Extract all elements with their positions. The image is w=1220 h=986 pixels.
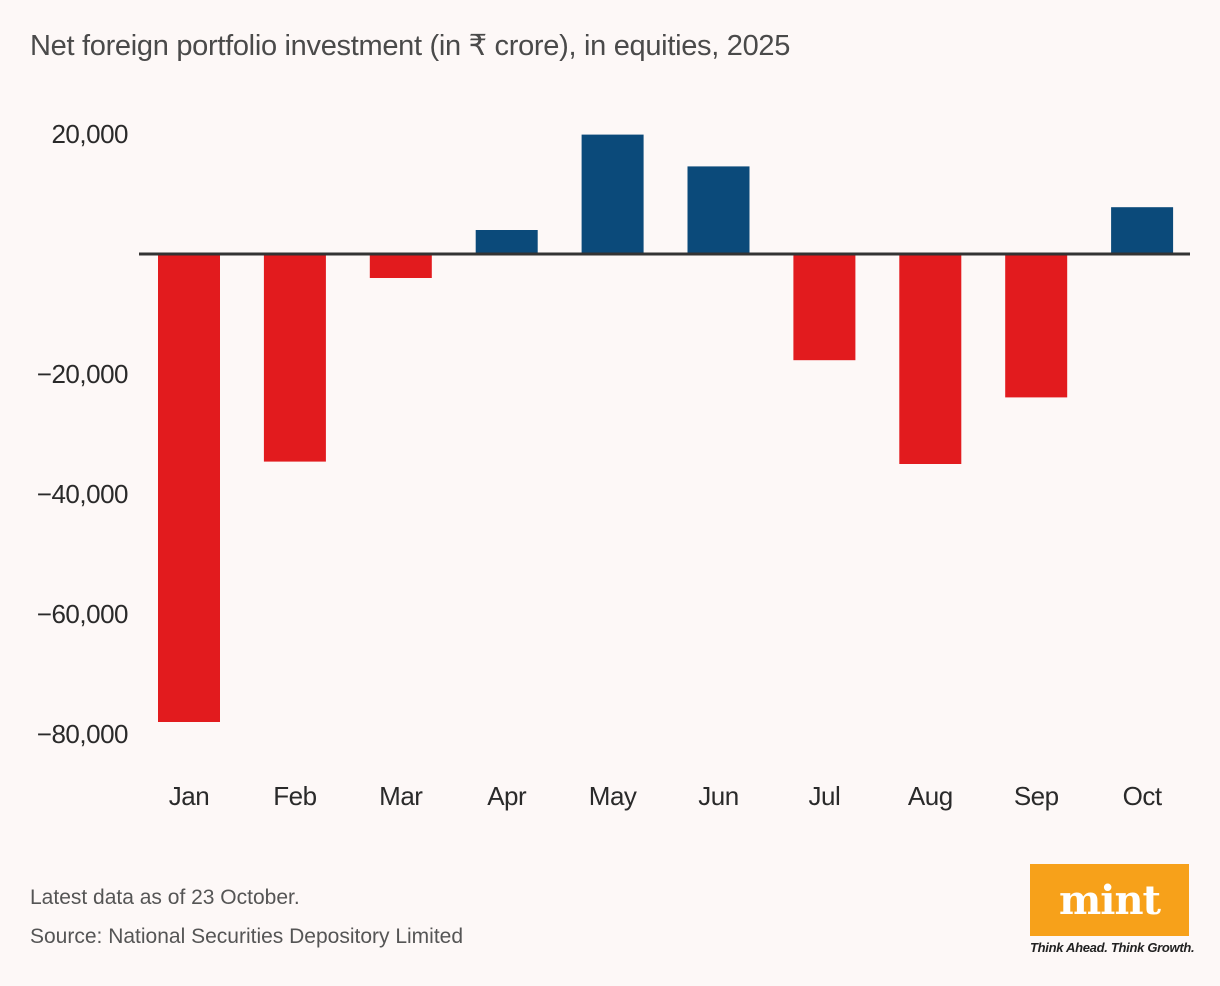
bar-jul (793, 254, 856, 361)
x-tick-label: May (589, 781, 637, 811)
bar-may (581, 134, 644, 254)
bar-aug (899, 254, 962, 464)
bar-feb (263, 254, 326, 462)
x-tick-label: Apr (487, 781, 527, 811)
bar-apr (475, 230, 538, 254)
y-axis: 20,000 −20,000 −40,000 −60,000 −80,000 (37, 119, 129, 749)
x-tick-label: Sep (1014, 781, 1059, 811)
x-tick-label: Jan (169, 781, 209, 811)
x-tick-label: Oct (1123, 781, 1163, 811)
y-tick-label: −20,000 (37, 359, 128, 389)
bar-oct (1111, 207, 1174, 254)
x-axis: Jan Feb Mar Apr May Jun Jul Aug Sep Oct (169, 781, 1164, 811)
y-tick-label: −80,000 (37, 719, 128, 749)
data-note: Latest data as of 23 October. (30, 886, 300, 909)
y-tick-label: 20,000 (51, 119, 128, 149)
source-note: Source: National Securities Depository L… (30, 925, 464, 948)
chart-title: Net foreign portfolio investment (in ₹ c… (30, 30, 791, 62)
bar-sep (1005, 254, 1068, 398)
x-tick-label: Aug (908, 781, 953, 811)
x-tick-label: Mar (379, 781, 423, 811)
bar-jan (158, 254, 220, 722)
bar-jun (687, 166, 750, 254)
y-tick-label: −40,000 (37, 479, 128, 509)
x-tick-label: Jun (698, 781, 738, 811)
mint-logo: mint (1030, 864, 1189, 936)
bars (158, 134, 1174, 722)
logo-wordmark: mint (1058, 876, 1161, 924)
logo-tagline: Think Ahead. Think Growth. (1030, 940, 1195, 955)
x-tick-label: Jul (809, 781, 841, 811)
bar-mar (369, 254, 432, 278)
y-tick-label: −60,000 (37, 599, 128, 629)
x-tick-label: Feb (273, 781, 316, 811)
